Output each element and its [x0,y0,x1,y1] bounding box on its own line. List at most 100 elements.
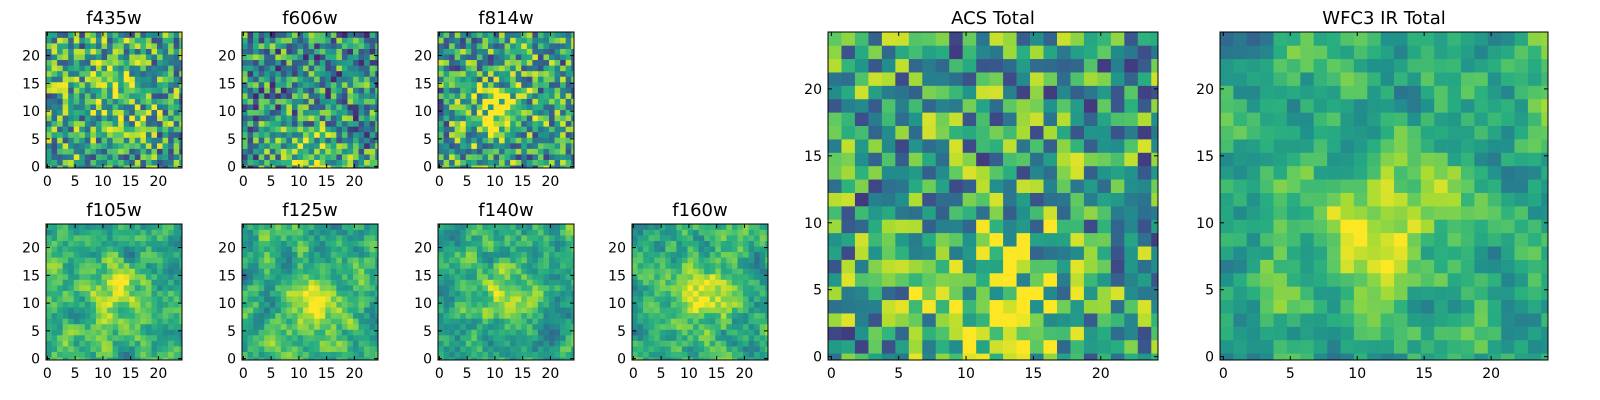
heatmap-cell [275,59,282,66]
heatmap-cell [168,318,174,325]
heatmap-cell [168,301,174,308]
heatmap-cell [510,109,517,116]
heatmap-cell [57,54,63,61]
heatmap-cell [715,290,722,297]
heatmap-cell [68,32,75,38]
heatmap-cell [303,262,309,269]
heatmap-cell [280,87,287,94]
heatmap-cell [571,279,575,286]
heatmap-cell [482,351,489,358]
heatmap-cell [537,290,544,297]
heatmap-cell [471,43,478,49]
x-tick-label: 10 [94,366,112,382]
heatmap-cell [487,59,494,66]
heatmap-cell [303,70,309,77]
heatmap-cell [95,246,102,253]
heatmap-cell [303,93,309,99]
heatmap-cell [162,65,169,72]
heatmap-cell [560,307,566,314]
heatmap-cell [449,273,455,280]
heatmap-cell [353,357,359,361]
heatmap-cell [532,98,539,105]
heatmap-cell [151,109,158,116]
heatmap-cell [358,357,365,361]
heatmap-cell [286,98,293,105]
heatmap-cell [504,76,511,83]
heatmap-cell [922,219,937,234]
heatmap-cell [754,224,760,230]
heatmap-cell [454,93,461,99]
heatmap-cell [726,318,733,325]
heatmap-cell [347,246,354,253]
heatmap-cell [73,262,80,269]
heatmap-cell [162,340,169,347]
heatmap-cell [841,339,856,354]
heatmap-cell [476,246,483,253]
heatmap-cell [476,240,483,247]
heatmap-cell [854,339,869,354]
heatmap-cell [46,104,52,111]
heatmap-cell [1030,339,1044,354]
heatmap-cell [515,340,522,347]
heatmap-cell [1110,339,1125,354]
heatmap-cell [709,329,716,336]
heatmap-cell [681,262,688,269]
heatmap-cell [465,301,472,308]
heatmap-cell [510,329,517,336]
heatmap-cell [264,54,271,61]
heatmap-cell [487,120,494,127]
heatmap-cell [704,229,711,236]
heatmap-cell [765,273,769,280]
heatmap-cell [465,32,472,38]
axes-frame [241,223,379,361]
heatmap-cell [438,98,444,105]
heatmap-cell [325,346,332,352]
heatmap-cell [515,273,522,280]
heatmap-cell [62,323,69,330]
heatmap-cell [168,229,174,236]
heatmap-cell [364,159,370,166]
heatmap-cell [487,357,494,361]
heatmap-cell [286,246,293,253]
heatmap-cell [1124,219,1139,234]
heatmap-cell [681,335,688,341]
heatmap-cell [57,148,63,155]
heatmap-cell [670,257,677,264]
heatmap-cell [319,59,326,66]
heatmap-cell [90,48,97,55]
heatmap-cell [526,87,533,94]
heatmap-cell [107,285,113,291]
heatmap-cell [101,76,108,83]
heatmap-cell [253,154,259,160]
heatmap-cell [438,87,444,94]
heatmap-cell [765,340,769,347]
heatmap-cell [922,353,937,361]
heatmap-cell [90,357,97,361]
heatmap-cell [364,346,370,352]
heatmap-cell [504,224,511,230]
heatmap-cell [476,37,483,44]
heatmap-cell [247,346,254,352]
heatmap-cell [543,329,550,336]
heatmap-cell [654,301,661,308]
heatmap-cell [247,279,254,286]
heatmap-cell [118,312,125,319]
heatmap-cell [107,37,113,44]
heatmap-cell [471,131,478,138]
heatmap-cell [336,318,343,325]
heatmap-cell [84,340,91,347]
heatmap-cell [670,235,677,241]
heatmap-cell [1097,326,1112,341]
heatmap-cell [46,318,52,325]
heatmap-cell [665,257,672,264]
heatmap-cell [129,115,136,122]
heatmap-cell [571,54,575,61]
heatmap-cell [347,279,354,286]
heatmap-cell [112,235,119,241]
heatmap-cell [670,318,677,325]
heatmap-cell [681,301,688,308]
heatmap-cell [648,251,655,258]
heatmap-cell [140,257,147,264]
heatmap-cell [308,115,315,122]
heatmap-cell [465,70,472,77]
